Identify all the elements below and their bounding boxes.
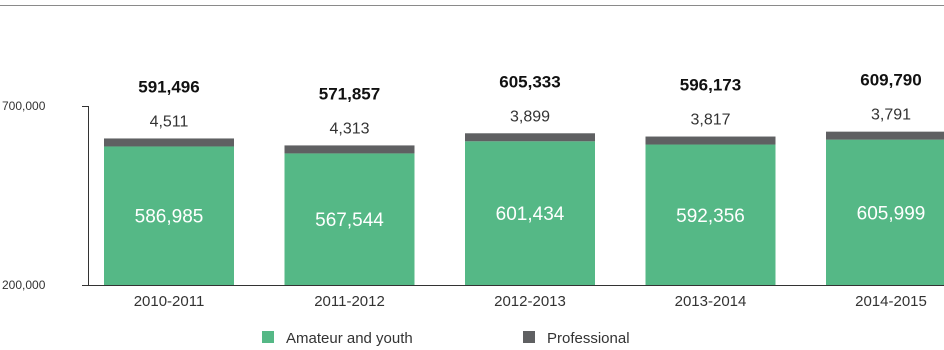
- bar-professional: [284, 145, 415, 154]
- professional-value-label: 4,511: [150, 113, 189, 130]
- professional-value-label: 4,313: [329, 120, 369, 137]
- plot-area: 700,000 200,000 586,985 4,511 591,496 2010-20…: [2, 71, 944, 310]
- total-value-label: 605,333: [499, 72, 560, 91]
- total-value-label: 591,496: [138, 77, 199, 96]
- bar-professional: [104, 138, 234, 147]
- legend-label: Professional: [547, 330, 630, 347]
- bar-value-label: 605,999: [857, 203, 926, 224]
- bar-amateur-youth: [465, 141, 595, 285]
- legend: Amateur and youth Professional: [262, 330, 630, 347]
- professional-value-label: 3,791: [871, 107, 911, 124]
- x-tick-label: 2012-2013: [494, 293, 566, 310]
- professional-value-label: 3,899: [510, 108, 550, 125]
- x-tick-label: 2014-2015: [855, 293, 927, 310]
- bar-value-label: 601,434: [496, 204, 565, 225]
- legend-item: Amateur and youth: [262, 330, 413, 347]
- bar-amateur-youth: [645, 144, 776, 285]
- legend-swatch: [262, 331, 274, 343]
- total-value-label: 609,790: [860, 71, 921, 90]
- bar-value-label: 567,544: [315, 210, 384, 231]
- bar-professional: [645, 136, 776, 145]
- legend-item: Professional: [523, 330, 630, 347]
- legend-swatch: [523, 331, 535, 343]
- bar-amateur-youth: [826, 139, 944, 285]
- bar-professional: [826, 131, 944, 140]
- x-tick-label: 2011-2012: [314, 293, 385, 310]
- total-value-label: 571,857: [319, 84, 380, 103]
- bar-professional: [465, 133, 595, 142]
- y-tick-label: 700,000: [2, 99, 46, 113]
- legend-label: Amateur and youth: [286, 330, 413, 347]
- total-value-label: 596,173: [680, 76, 741, 95]
- y-tick-label: 200,000: [2, 278, 46, 292]
- bar-value-label: 586,985: [135, 207, 204, 228]
- x-tick-label: 2010-2011: [134, 293, 205, 310]
- bar-amateur-youth: [284, 153, 415, 285]
- bar-amateur-youth: [104, 146, 234, 285]
- x-tick-label: 2013-2014: [675, 293, 747, 310]
- bar-value-label: 592,356: [676, 206, 745, 227]
- professional-value-label: 3,817: [690, 112, 730, 129]
